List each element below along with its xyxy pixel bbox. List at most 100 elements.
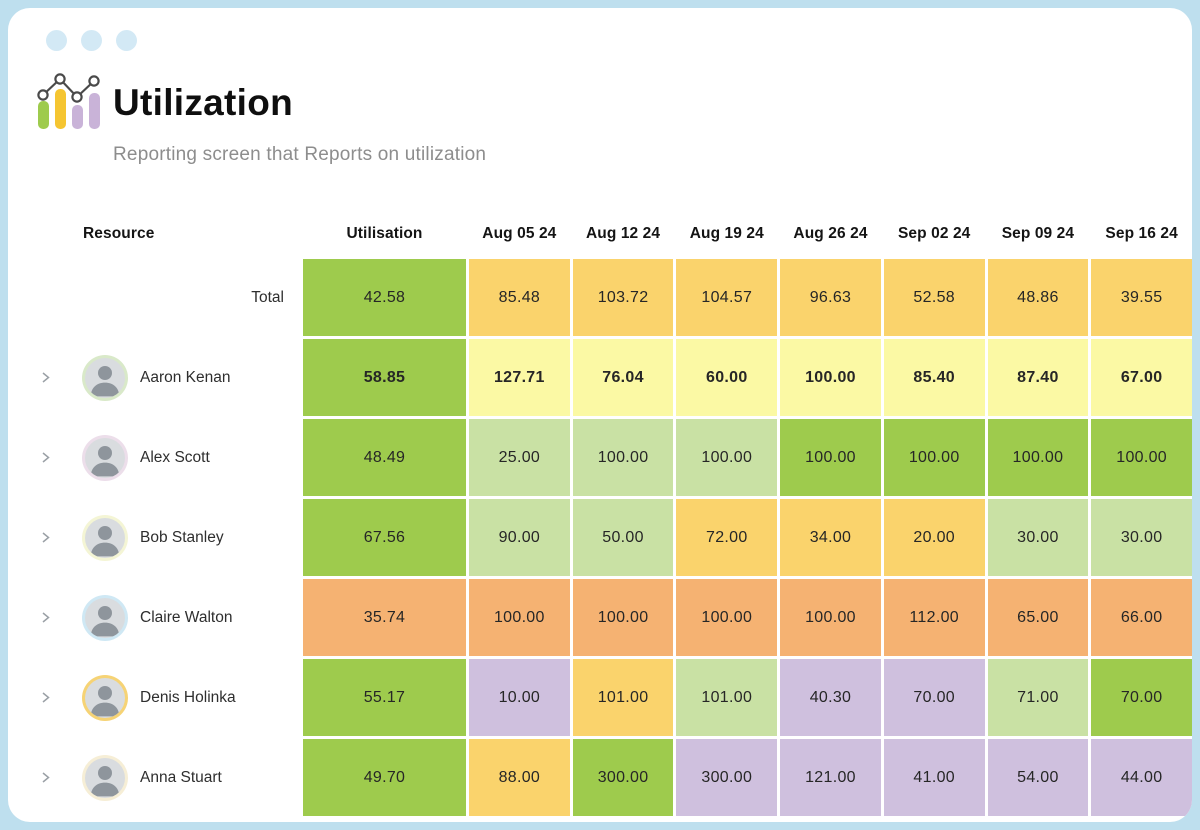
avatar-photo xyxy=(85,757,125,798)
value-cell: 40.30 xyxy=(780,659,881,736)
value-cell: 70.00 xyxy=(1091,659,1192,736)
avatar-photo xyxy=(85,437,125,478)
value-cell: 88.00 xyxy=(469,739,570,816)
table-row: Bob Stanley 67.56 90.00 50.00 72.00 34.00 20… xyxy=(30,499,1192,576)
resource-cell: Anna Stuart xyxy=(30,739,300,816)
page-title: Utilization xyxy=(113,82,294,123)
value-cell: 300.00 xyxy=(572,739,674,816)
value-cell: 76.04 xyxy=(572,339,674,416)
column-header-resource: Resource xyxy=(83,225,155,242)
app-window: Utilization Reporting screen that Report… xyxy=(8,8,1192,822)
page-subtitle: Reporting screen that Reports on utiliza… xyxy=(113,144,487,165)
column-header-date: Aug 05 24 xyxy=(482,225,557,242)
table-row: Aaron Kenan 58.85 127.71 76.04 60.00 100.00… xyxy=(30,339,1192,416)
value-cell: 100.00 xyxy=(676,579,778,656)
value-cell: 70.00 xyxy=(883,659,985,736)
utilisation-cell: 49.70 xyxy=(303,739,466,816)
value-cell: 48.86 xyxy=(987,259,1089,336)
table-header-row: Resource Utilisation Aug 05 24 Aug 12 24 A… xyxy=(30,214,1192,254)
value-cell: 67.00 xyxy=(1091,339,1192,416)
resource-cell: Bob Stanley xyxy=(30,499,300,576)
utilisation-cell: 58.85 xyxy=(303,339,466,416)
column-header-date: Aug 26 24 xyxy=(793,225,868,242)
utilisation-cell: 42.58 xyxy=(303,259,466,336)
resource-cell: Aaron Kenan xyxy=(30,339,300,416)
value-cell: 300.00 xyxy=(676,739,778,816)
value-cell: 87.40 xyxy=(987,339,1089,416)
table-row: Alex Scott 48.49 25.00 100.00 100.00 100.00… xyxy=(30,419,1192,496)
resource-cell: Total xyxy=(30,259,300,336)
resource-cell: Denis Holinka xyxy=(30,659,300,736)
expand-chevron-icon[interactable] xyxy=(39,611,52,624)
table-body: Total 42.58 85.48 103.72 104.57 96.63 52.58 4… xyxy=(30,259,1192,816)
resource-name: Claire Walton xyxy=(140,608,233,626)
value-cell: 25.00 xyxy=(469,419,570,496)
value-cell: 100.00 xyxy=(572,579,674,656)
value-cell: 71.00 xyxy=(987,659,1089,736)
value-cell: 50.00 xyxy=(572,499,674,576)
expand-chevron-icon[interactable] xyxy=(39,691,52,704)
resource-name: Denis Holinka xyxy=(140,688,236,706)
value-cell: 100.00 xyxy=(469,579,570,656)
utilisation-cell: 35.74 xyxy=(303,579,466,656)
value-cell: 66.00 xyxy=(1091,579,1192,656)
utilization-table: Resource Utilisation Aug 05 24 Aug 12 24 A… xyxy=(30,214,1192,819)
expand-chevron-icon[interactable] xyxy=(39,371,52,384)
value-cell: 72.00 xyxy=(676,499,778,576)
value-cell: 100.00 xyxy=(572,419,674,496)
value-cell: 100.00 xyxy=(780,339,881,416)
table-row: Claire Walton 35.74 100.00 100.00 100.00 10… xyxy=(30,579,1192,656)
avatar-photo xyxy=(85,517,125,558)
value-cell: 100.00 xyxy=(780,579,881,656)
value-cell: 85.48 xyxy=(469,259,570,336)
avatar xyxy=(82,674,128,721)
value-cell: 100.00 xyxy=(883,419,985,496)
column-header-utilisation: Utilisation xyxy=(346,225,423,242)
utilisation-cell: 48.49 xyxy=(303,419,466,496)
window-titlebar xyxy=(46,30,137,51)
column-header-date: Sep 09 24 xyxy=(1001,225,1075,242)
value-cell: 85.40 xyxy=(883,339,985,416)
value-cell: 90.00 xyxy=(469,499,570,576)
value-cell: 60.00 xyxy=(676,339,778,416)
value-cell: 121.00 xyxy=(780,739,881,816)
value-cell: 10.00 xyxy=(469,659,570,736)
resource-name: Alex Scott xyxy=(140,448,210,466)
value-cell: 54.00 xyxy=(987,739,1089,816)
avatar xyxy=(82,434,128,481)
expand-chevron-icon[interactable] xyxy=(39,531,52,544)
value-cell: 41.00 xyxy=(883,739,985,816)
resource-cell: Alex Scott xyxy=(30,419,300,496)
value-cell: 96.63 xyxy=(780,259,881,336)
resource-name: Bob Stanley xyxy=(140,528,224,546)
value-cell: 103.72 xyxy=(572,259,674,336)
bar-line-chart-icon xyxy=(35,70,105,139)
value-cell: 101.00 xyxy=(572,659,674,736)
avatar xyxy=(82,594,128,641)
value-cell: 100.00 xyxy=(1091,419,1192,496)
column-header-date: Sep 16 24 xyxy=(1105,225,1178,242)
utilisation-cell: 55.17 xyxy=(303,659,466,736)
value-cell: 30.00 xyxy=(1091,499,1192,576)
window-control-dot[interactable] xyxy=(81,30,102,51)
avatar-photo xyxy=(85,357,125,398)
table-row: Denis Holinka 55.17 10.00 101.00 101.00 40.… xyxy=(30,659,1192,736)
window-control-dot[interactable] xyxy=(46,30,67,51)
value-cell: 44.00 xyxy=(1091,739,1192,816)
value-cell: 100.00 xyxy=(676,419,778,496)
column-header-date: Sep 02 24 xyxy=(897,225,971,242)
avatar xyxy=(82,514,128,561)
value-cell: 101.00 xyxy=(676,659,778,736)
value-cell: 127.71 xyxy=(469,339,570,416)
expand-chevron-icon[interactable] xyxy=(39,451,52,464)
table-row: Anna Stuart 49.70 88.00 300.00 300.00 121.0… xyxy=(30,739,1192,816)
utilisation-cell: 67.56 xyxy=(303,499,466,576)
resource-name: Total xyxy=(251,288,284,306)
table-row: Total 42.58 85.48 103.72 104.57 96.63 52.58 4… xyxy=(30,259,1192,336)
window-control-dot[interactable] xyxy=(116,30,137,51)
value-cell: 52.58 xyxy=(883,259,985,336)
value-cell: 34.00 xyxy=(780,499,881,576)
expand-chevron-icon[interactable] xyxy=(39,771,52,784)
value-cell: 104.57 xyxy=(676,259,778,336)
avatar xyxy=(82,354,128,401)
